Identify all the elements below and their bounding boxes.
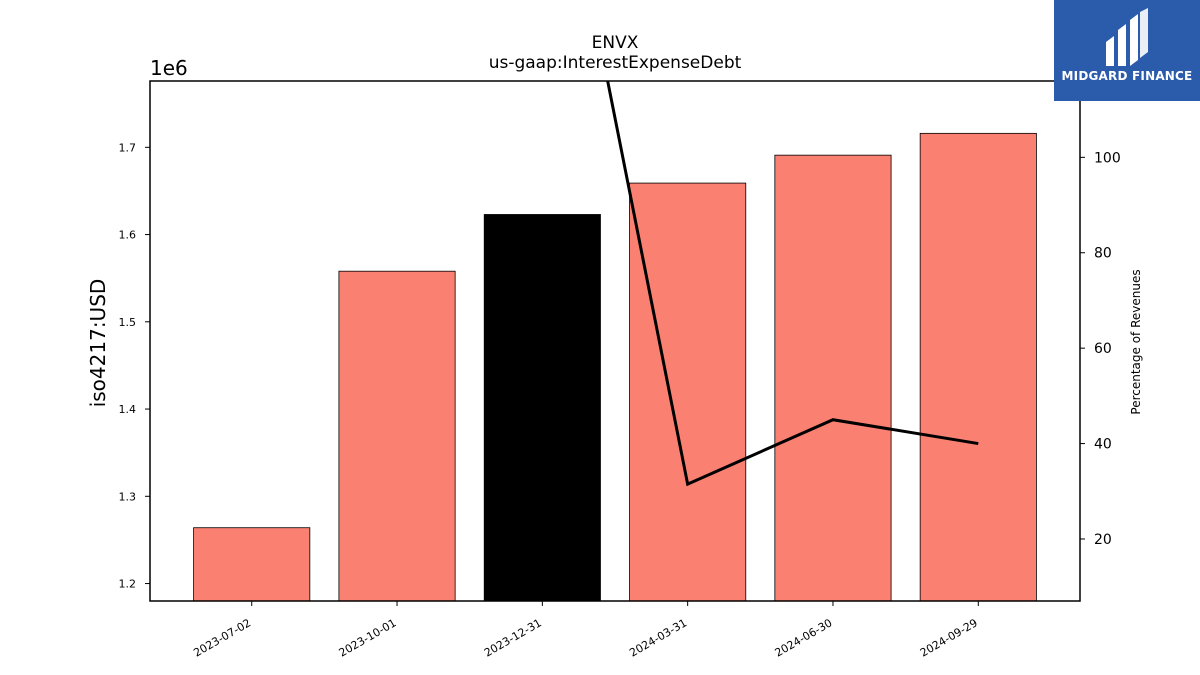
y-axis-label: iso4217:USD (86, 279, 110, 408)
bar (193, 527, 311, 602)
bar (483, 214, 601, 602)
bars-group (193, 132, 1037, 602)
plot-frame (149, 80, 1081, 602)
bar (774, 154, 892, 602)
x-tick-label: 2024-09-29 (918, 616, 980, 659)
bar (338, 270, 456, 602)
logo-mark-icon (1106, 8, 1148, 66)
x-tick-label: 2023-12-31 (482, 616, 544, 659)
x-tick-label: 2023-10-01 (337, 616, 399, 659)
midgard-finance-logo: MIDGARD FINANCE (1054, 0, 1200, 101)
y2-tick-label: 80 (1094, 246, 1112, 262)
x-tick-label: 2024-06-30 (773, 616, 835, 659)
y2-tick-label: 40 (1094, 437, 1112, 453)
y-offset-label: 1e6 (150, 56, 188, 80)
y-tick-label: 1.4 (119, 403, 137, 416)
y2-tick-label: 60 (1094, 341, 1112, 357)
y-tick-label: 1.6 (119, 229, 137, 242)
y-tick-label: 1.2 (119, 578, 137, 591)
logo-text: MIDGARD FINANCE (1061, 69, 1193, 83)
bar (629, 182, 747, 602)
line-group (606, 81, 979, 487)
chart-subtitle: us-gaap:InterestExpenseDebt (489, 53, 742, 73)
x-tick-label: 2024-03-31 (627, 616, 689, 659)
percentage-line (606, 81, 979, 487)
bar (919, 132, 1037, 602)
y-tick-label: 1.3 (119, 490, 137, 503)
x-tick-label: 2023-07-02 (191, 616, 253, 659)
y2-tick-label: 100 (1094, 150, 1121, 166)
y-tick-label: 1.5 (119, 316, 137, 329)
y2-tick-label: 20 (1094, 532, 1112, 548)
y2-axis-label: Percentage of Revenues (1129, 269, 1143, 414)
y-tick-label: 1.7 (119, 141, 137, 154)
chart-title: ENVX (592, 33, 639, 53)
